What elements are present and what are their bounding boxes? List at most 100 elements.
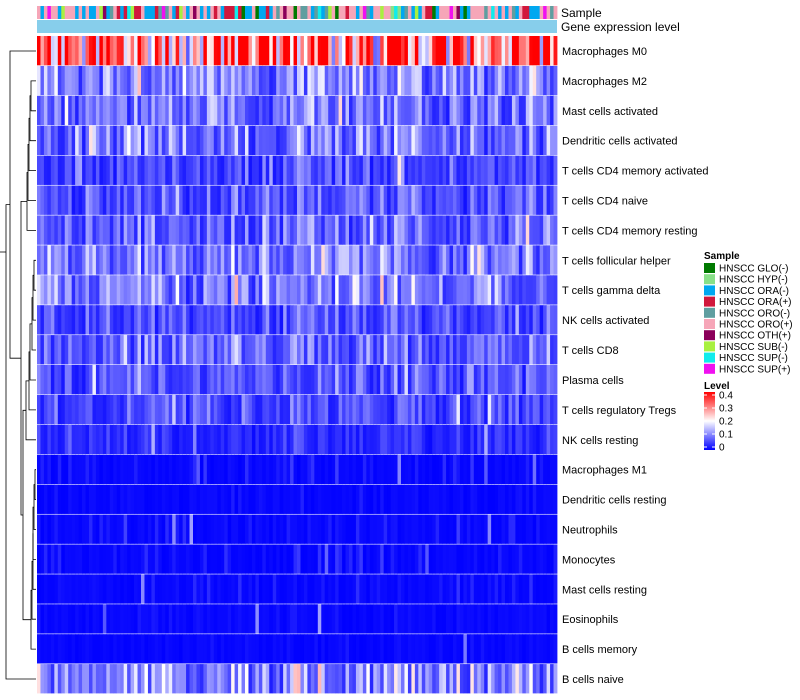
heatmap-cell bbox=[141, 186, 145, 215]
heatmap-cell bbox=[304, 36, 308, 65]
heatmap-cell bbox=[460, 574, 464, 603]
heatmap-cell bbox=[453, 455, 457, 484]
heatmap-cell bbox=[335, 305, 339, 334]
heatmap-cell bbox=[242, 66, 246, 95]
heatmap-cell bbox=[259, 215, 263, 244]
heatmap-cell bbox=[363, 305, 367, 334]
heatmap-cell bbox=[138, 664, 142, 693]
sample-annotation-cell bbox=[512, 6, 516, 19]
heatmap-cell bbox=[491, 245, 495, 274]
heatmap-cell bbox=[40, 215, 44, 244]
heatmap-cell bbox=[502, 485, 506, 514]
heatmap-cell bbox=[443, 574, 447, 603]
heatmap-cell bbox=[106, 275, 110, 304]
heatmap-cell bbox=[259, 36, 263, 65]
heatmap-cell bbox=[124, 96, 128, 125]
heatmap-cell bbox=[450, 604, 454, 633]
heatmap-cell bbox=[148, 515, 152, 544]
heatmap-cell bbox=[273, 365, 277, 394]
heatmap-cell bbox=[495, 275, 499, 304]
heatmap-cell bbox=[290, 395, 294, 424]
heatmap-cell bbox=[377, 245, 381, 274]
heatmap-cell bbox=[110, 604, 114, 633]
heatmap-cell bbox=[176, 305, 180, 334]
heatmap-cell bbox=[411, 664, 415, 693]
heatmap-cell bbox=[217, 36, 221, 65]
heatmap-cell bbox=[502, 634, 506, 663]
heatmap-cell bbox=[477, 126, 481, 155]
heatmap-cell bbox=[61, 335, 65, 364]
heatmap-cell bbox=[103, 425, 107, 454]
heatmap-cell bbox=[40, 36, 44, 65]
heatmap-cell bbox=[484, 245, 488, 274]
heatmap-cell bbox=[508, 395, 512, 424]
heatmap-cell bbox=[398, 126, 402, 155]
heatmap-cell bbox=[529, 156, 533, 185]
heatmap-cell bbox=[540, 425, 544, 454]
heatmap-cell bbox=[96, 485, 100, 514]
heatmap-cell bbox=[259, 574, 263, 603]
heatmap-cell bbox=[242, 485, 246, 514]
heatmap-cell bbox=[508, 485, 512, 514]
heatmap-cell bbox=[491, 156, 495, 185]
heatmap-cell bbox=[481, 96, 485, 125]
heatmap-cell bbox=[224, 96, 228, 125]
heatmap-cell bbox=[283, 365, 287, 394]
sample-annotation-cell bbox=[103, 6, 107, 19]
heatmap-cell bbox=[352, 395, 356, 424]
heatmap-cell bbox=[207, 425, 211, 454]
heatmap-cell bbox=[512, 126, 516, 155]
heatmap-cell bbox=[470, 36, 474, 65]
heatmap-cell bbox=[450, 305, 454, 334]
heatmap-cell bbox=[321, 604, 325, 633]
heatmap-cell bbox=[536, 215, 540, 244]
heatmap-cell bbox=[450, 215, 454, 244]
heatmap-cell bbox=[231, 335, 235, 364]
heatmap-cell bbox=[297, 275, 301, 304]
sample-annotation-cell bbox=[165, 6, 169, 19]
heatmap-cell bbox=[474, 245, 478, 274]
heatmap-cell bbox=[394, 395, 398, 424]
heatmap-cell bbox=[120, 604, 124, 633]
heatmap-cell bbox=[242, 425, 246, 454]
heatmap-cell bbox=[422, 574, 426, 603]
sample-annotation-cell bbox=[200, 6, 204, 19]
heatmap-cell bbox=[96, 66, 100, 95]
heatmap-cell bbox=[456, 96, 460, 125]
heatmap-cell bbox=[502, 126, 506, 155]
heatmap-cell bbox=[228, 186, 232, 215]
heatmap-cell bbox=[210, 365, 214, 394]
heatmap-cell bbox=[453, 66, 457, 95]
row-label: B cells memory bbox=[562, 644, 638, 656]
heatmap-cell bbox=[547, 126, 551, 155]
heatmap-cell bbox=[318, 574, 322, 603]
heatmap-cell bbox=[214, 425, 218, 454]
heatmap-cell bbox=[273, 36, 277, 65]
heatmap-cell bbox=[321, 515, 325, 544]
heatmap-cell bbox=[65, 305, 69, 334]
heatmap-cell bbox=[408, 186, 412, 215]
heatmap-cell bbox=[221, 96, 225, 125]
heatmap-cell bbox=[65, 574, 69, 603]
heatmap-cell bbox=[439, 574, 443, 603]
heatmap-cell bbox=[262, 574, 266, 603]
heatmap-cell bbox=[176, 156, 180, 185]
heatmap-cell bbox=[224, 455, 228, 484]
heatmap-cell bbox=[502, 425, 506, 454]
heatmap-cell bbox=[259, 604, 263, 633]
heatmap-cell bbox=[252, 365, 256, 394]
heatmap-cell bbox=[515, 455, 519, 484]
heatmap-cell bbox=[117, 36, 121, 65]
heatmap-cell bbox=[533, 634, 537, 663]
sample-annotation-cell bbox=[300, 6, 304, 19]
sample-annotation-cell bbox=[536, 6, 540, 19]
heatmap-cell bbox=[484, 365, 488, 394]
sample-legend-swatch bbox=[704, 319, 715, 329]
heatmap-cell bbox=[47, 156, 51, 185]
heatmap-cell bbox=[519, 305, 523, 334]
heatmap-cell bbox=[373, 455, 377, 484]
heatmap-cell bbox=[217, 186, 221, 215]
heatmap-cell bbox=[335, 634, 339, 663]
heatmap-cell bbox=[235, 455, 239, 484]
heatmap-cell bbox=[248, 515, 252, 544]
